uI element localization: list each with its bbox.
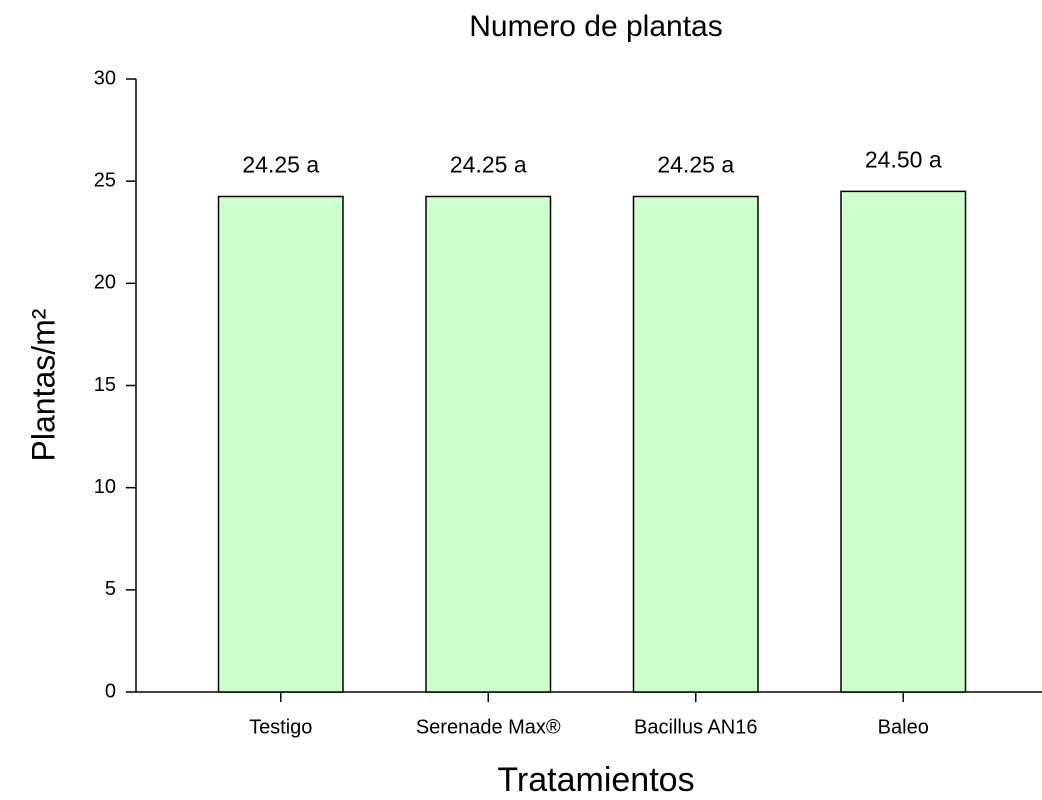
- x-tick-label: Serenade Max®: [416, 716, 561, 738]
- bar: [632, 195, 759, 693]
- x-tick-label: Testigo: [249, 716, 312, 738]
- y-tick-label: 15: [94, 374, 116, 396]
- bar: [425, 195, 552, 693]
- y-axis-label: Plantas/m²: [25, 308, 61, 461]
- x-axis-label: Tratamientos: [497, 761, 694, 799]
- y-tick-label: 25: [94, 169, 116, 191]
- bar: [840, 190, 967, 693]
- y-tick-label: 0: [105, 680, 116, 702]
- x-tick-label: Bacillus AN16: [634, 716, 757, 738]
- y-tick-label: 20: [94, 272, 116, 294]
- data-label: 24.25 a: [242, 152, 319, 178]
- y-tick-label: 10: [94, 476, 116, 498]
- y-tick-label: 30: [94, 67, 116, 89]
- chart-title: Numero de plantas: [469, 10, 722, 43]
- bar: [217, 195, 344, 693]
- y-tick-label: 5: [105, 578, 116, 600]
- data-label: 24.25 a: [450, 152, 527, 178]
- data-label: 24.50 a: [865, 146, 942, 172]
- data-label: 24.25 a: [657, 152, 734, 178]
- x-tick-label: Baleo: [878, 716, 929, 738]
